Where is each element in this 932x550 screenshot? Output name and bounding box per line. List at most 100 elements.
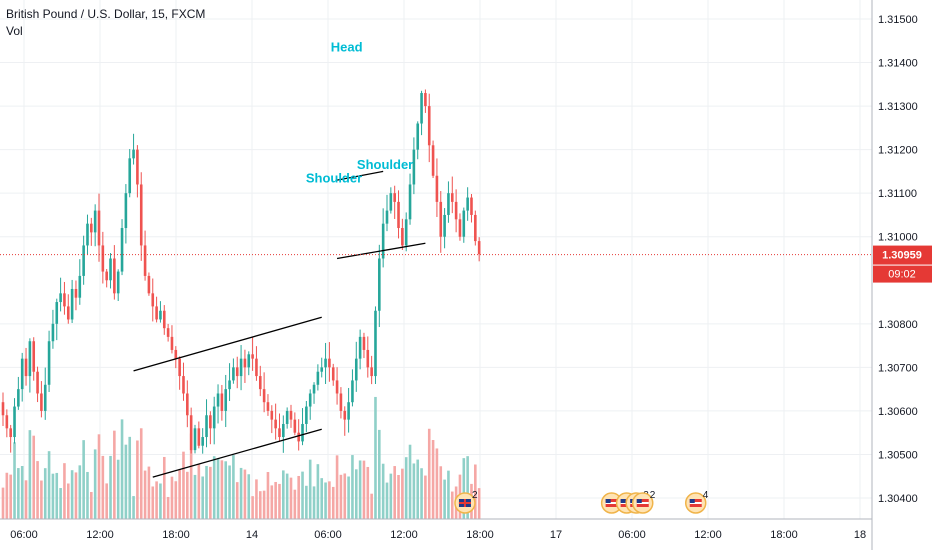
us-flag-canton — [620, 499, 626, 503]
symbol-title[interactable]: British Pound / U.S. Dollar, 15, FXCM — [6, 7, 206, 21]
volume-bar — [9, 474, 12, 519]
candle-body — [47, 341, 51, 385]
time-tick-label: 17 — [550, 529, 562, 541]
volume-bar — [47, 451, 51, 519]
candle-body — [289, 410, 293, 420]
volume-bar — [305, 485, 308, 519]
time-tick-label: 12:00 — [86, 529, 114, 541]
candle-body — [228, 380, 231, 390]
volume-bar — [189, 433, 193, 519]
volume-bar — [374, 396, 377, 519]
candle-body — [24, 358, 28, 377]
time-tick-label: 12:00 — [694, 529, 722, 541]
volume-bar — [339, 474, 343, 519]
candle-body — [393, 193, 396, 202]
volume-bar — [132, 496, 135, 519]
volume-bar — [297, 475, 300, 519]
candle-body — [282, 423, 285, 438]
volume-bar — [474, 464, 477, 519]
volume-bar — [447, 470, 450, 519]
volume-bar — [450, 491, 454, 519]
volume-bar — [347, 476, 350, 519]
candle-body — [454, 201, 458, 220]
volume-bar — [74, 472, 78, 519]
time-tick-label: 18:00 — [162, 529, 190, 541]
volume-bar — [462, 458, 466, 519]
candle-body — [316, 371, 320, 385]
volume-bar — [55, 472, 59, 519]
candle-body — [70, 288, 74, 320]
candle-body — [251, 354, 254, 359]
candle-body — [262, 389, 266, 403]
candle-body — [224, 389, 228, 411]
volume-bar — [393, 466, 396, 519]
candle-body — [116, 271, 120, 294]
candle-body — [162, 310, 166, 329]
volume-bar — [404, 457, 408, 519]
volume-bar — [82, 440, 85, 519]
volume-bar — [228, 465, 231, 519]
chart-legend: British Pound / U.S. Dollar, 15, FXCM Vo… — [6, 6, 205, 40]
volume-bar — [466, 456, 469, 519]
candle-body — [266, 402, 270, 411]
countdown-badge — [873, 265, 932, 283]
volume-bar — [247, 474, 251, 519]
volume-bar — [420, 468, 423, 519]
candle-body — [78, 275, 82, 298]
volume-bar — [477, 488, 481, 519]
volume-bar — [147, 466, 151, 519]
current-price-badge — [873, 245, 932, 265]
volume-bar — [93, 449, 97, 519]
time-tick-label: 18:00 — [770, 529, 798, 541]
volume-bar — [378, 429, 381, 519]
candle-body — [232, 367, 235, 381]
volume-bar — [162, 456, 166, 519]
volume-bar — [385, 482, 389, 519]
volume-indicator-label[interactable]: Vol — [6, 24, 23, 38]
volume-bar — [416, 459, 420, 519]
volume-bar — [308, 459, 312, 519]
candle-body — [404, 219, 408, 246]
volume-bar — [381, 463, 385, 519]
candle-body — [113, 258, 116, 294]
volume-bar — [59, 488, 62, 519]
us-flag-canton — [636, 499, 642, 503]
price-tick-label: 1.31200 — [878, 145, 918, 157]
candle-body — [82, 245, 85, 276]
candle-body — [247, 354, 251, 368]
candle-body — [270, 410, 274, 420]
candle-body — [370, 367, 373, 377]
candle-body — [20, 358, 24, 390]
volume-bar — [120, 419, 124, 519]
candle-body — [136, 149, 139, 185]
candle-body — [109, 258, 112, 281]
candle-body — [32, 341, 36, 372]
volume-bar — [282, 470, 285, 519]
candle-body — [239, 358, 243, 377]
neckline-line — [336, 242, 426, 260]
volume-bar — [285, 473, 289, 519]
volume-bar — [24, 480, 28, 519]
candle-body — [159, 310, 162, 320]
volume-bar — [128, 436, 132, 519]
trendline-drawings[interactable] — [133, 170, 426, 478]
candle-body — [416, 123, 420, 150]
volume-bar — [443, 479, 446, 519]
candle-body — [255, 358, 258, 377]
candle-body — [1, 402, 5, 416]
candle-body — [147, 275, 151, 294]
time-axis[interactable]: 06:00 12:00 18:00 14 06:00 12:00 18:00 17 06:00 1… — [0, 518, 872, 541]
economic-event-markers[interactable]: 2324 — [454, 490, 709, 514]
candle-body — [132, 149, 135, 159]
volume-bar — [113, 430, 116, 519]
shoulder-line-line — [336, 170, 384, 181]
price-axis[interactable]: 1.30400 1.30500 1.30600 1.30700 1.30800 1.310… — [871, 0, 918, 550]
volume-bar — [197, 464, 201, 519]
candle-body — [439, 201, 443, 237]
candle-body — [331, 367, 335, 381]
volume-bar — [358, 460, 362, 519]
candle-body — [182, 376, 185, 394]
candle-body — [235, 367, 239, 377]
candle-body — [420, 93, 423, 124]
